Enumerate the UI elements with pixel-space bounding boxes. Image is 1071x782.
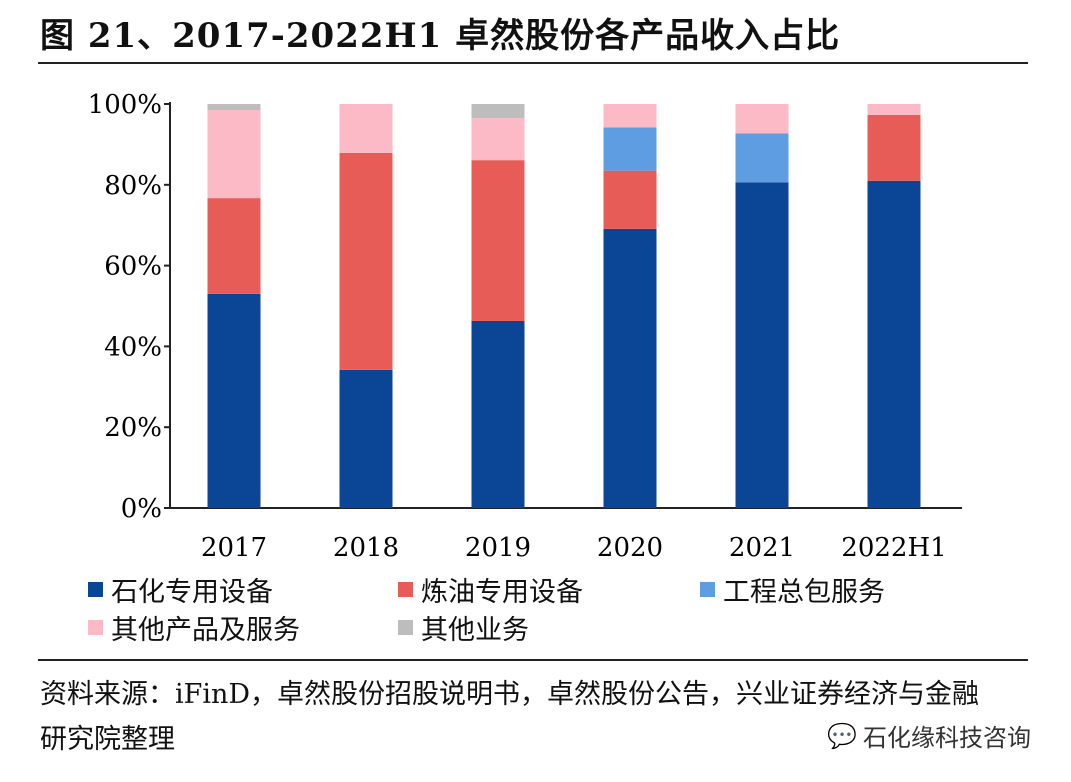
bar-segment-2022H1-0 <box>867 180 921 508</box>
x-tick-label: 2021 <box>729 533 795 563</box>
x-tick-label: 2018 <box>333 533 399 563</box>
legend-label: 石化专用设备 <box>111 577 273 608</box>
watermark: 💬 石化缘科技咨询 <box>827 718 1031 753</box>
watermark-text: 石化缘科技咨询 <box>863 724 1031 752</box>
legend-swatch <box>398 620 413 635</box>
legend-swatch <box>88 620 103 635</box>
legend-label: 炼油专用设备 <box>421 577 583 608</box>
legend-swatch <box>700 582 715 597</box>
bar-segment-2017-3 <box>207 110 261 199</box>
bar-segment-2022H1-1 <box>867 114 921 181</box>
legend-label: 其他业务 <box>421 615 529 646</box>
legend-label: 工程总包服务 <box>723 577 885 608</box>
y-tick-label: 0% <box>121 494 162 524</box>
x-tick-label: 2017 <box>201 533 267 563</box>
source-note: 资料来源：iFinD，卓然股份招股说明书，卓然股份公告，兴业证券经济与金融研究院… <box>40 679 980 755</box>
bar-segment-2018-1 <box>339 152 393 370</box>
wechat-icon: 💬 <box>827 721 857 750</box>
bar-segment-2017-4 <box>207 104 261 111</box>
bar-segment-2018-0 <box>339 369 393 508</box>
bar-segment-2020-0 <box>603 228 657 508</box>
legend-swatch <box>88 582 103 597</box>
bar-segment-2019-0 <box>471 320 525 508</box>
bar-segment-2018-3 <box>339 104 393 153</box>
legend-item-4: 其他业务 <box>398 608 529 647</box>
x-tick-label: 2019 <box>465 533 531 563</box>
legend-item-3: 其他产品及服务 <box>88 608 300 647</box>
y-tick-label: 60% <box>104 252 162 282</box>
legend-swatch <box>398 582 413 597</box>
legend-label: 其他产品及服务 <box>111 615 300 646</box>
legend-item-0: 石化专用设备 <box>88 570 273 609</box>
bar-segment-2021-0 <box>735 182 789 508</box>
bar-segment-2021-2 <box>735 133 789 183</box>
y-tick-label: 100% <box>88 90 162 120</box>
bar-segment-2019-1 <box>471 160 525 321</box>
bar-segment-2017-0 <box>207 293 261 508</box>
legend-item-2: 工程总包服务 <box>700 570 885 609</box>
bar-segment-2019-3 <box>471 118 525 161</box>
y-tick-label: 80% <box>104 171 162 201</box>
x-tick-label: 2022H1 <box>841 533 946 563</box>
bar-segment-2019-4 <box>471 104 525 119</box>
title-divider <box>38 62 1028 64</box>
bar-segment-2020-2 <box>603 127 657 171</box>
bar-segment-2021-3 <box>735 104 789 134</box>
y-tick-label: 40% <box>104 332 162 362</box>
source-divider <box>38 659 1028 661</box>
x-tick-label: 2020 <box>597 533 663 563</box>
chart-title: 图 21、2017-2022H1 卓然股份各产品收入占比 <box>40 16 841 56</box>
bar-segment-2020-3 <box>603 104 657 128</box>
legend-item-1: 炼油专用设备 <box>398 570 583 609</box>
y-tick-label: 20% <box>104 413 162 443</box>
stacked-bar-chart: 0% 20% 40% 60% 80% 100% 2017 2018 2019 2020 2021 20… <box>88 90 962 563</box>
bar-segment-2022H1-3 <box>867 104 921 115</box>
bar-segment-2020-1 <box>603 170 657 229</box>
bar-segment-2017-1 <box>207 198 261 294</box>
